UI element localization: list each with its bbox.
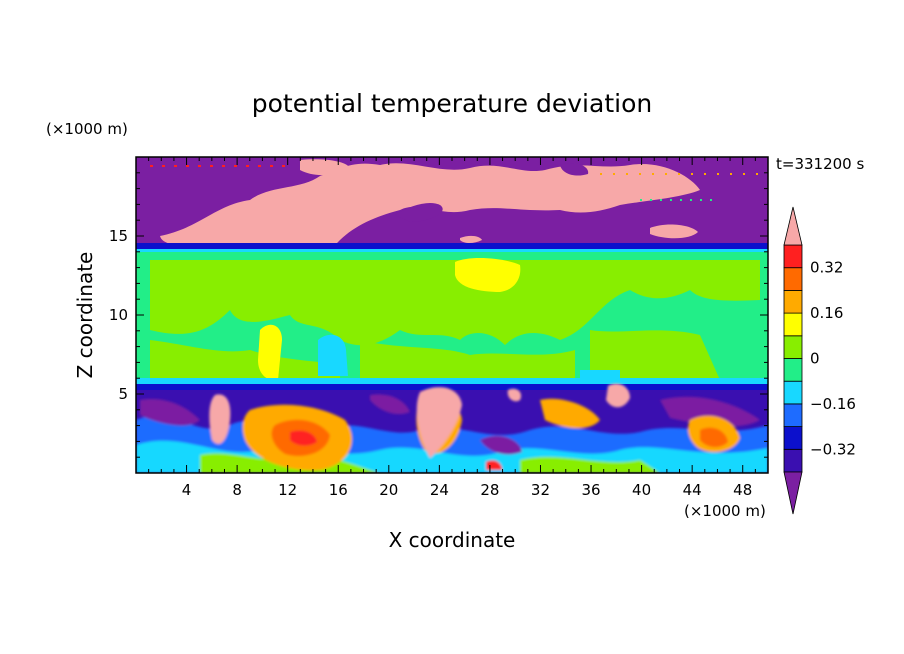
colorbar-tick-label: 0.16 bbox=[810, 304, 843, 322]
x-tick-label: 44 bbox=[683, 481, 702, 499]
field-patches-upper-dark bbox=[395, 163, 589, 222]
x-tick-label: 28 bbox=[480, 481, 499, 499]
y-unit-label: (×1000 m) bbox=[46, 120, 128, 138]
colorbar-box bbox=[783, 426, 803, 450]
colorbar-box bbox=[783, 335, 803, 359]
field-lower-dark bbox=[140, 394, 760, 455]
colorbar-tick-label: 0.32 bbox=[810, 259, 843, 277]
colorbar-box bbox=[783, 244, 803, 269]
chart-title: potential temperature deviation bbox=[252, 89, 652, 118]
x-tick-label: 12 bbox=[278, 481, 297, 499]
x-tick-label: 4 bbox=[182, 481, 192, 499]
y-tick-label: 10 bbox=[109, 306, 128, 324]
x-tick-label: 16 bbox=[329, 481, 348, 499]
colorbar-box bbox=[783, 312, 803, 337]
field-lower-pink bbox=[209, 383, 630, 458]
x-tick-label: 8 bbox=[232, 481, 242, 499]
field-patches-mid-lime bbox=[150, 260, 760, 380]
field-band-lower bbox=[136, 384, 768, 390]
field-patches-mid-cyan bbox=[318, 334, 620, 380]
y-axis-ticks: 5 10 15 bbox=[109, 172, 768, 458]
y-tick-label: 5 bbox=[118, 385, 128, 403]
colorbar-tick-label: 0 bbox=[810, 350, 820, 368]
x-unit-label: (×1000 m) bbox=[684, 502, 766, 520]
colorbar-box bbox=[783, 448, 803, 473]
y-axis-label: Z coordinate bbox=[73, 252, 97, 379]
colorbar-box bbox=[783, 289, 803, 314]
x-tick-label: 24 bbox=[430, 481, 449, 499]
x-axis-ticks: 4 8 12 16 20 24 28 32 36 40 44 48 bbox=[148, 157, 756, 499]
x-tick-label: 40 bbox=[632, 481, 651, 499]
contour-field bbox=[136, 157, 768, 473]
colorbar-box bbox=[783, 267, 803, 291]
colorbar-box bbox=[783, 358, 803, 382]
colorbar-max-triangle bbox=[783, 206, 803, 246]
x-axis-label: X coordinate bbox=[389, 528, 516, 552]
field-patches-mid-yellow bbox=[258, 258, 521, 381]
colorbar-tick-label: −0.16 bbox=[810, 395, 856, 413]
colorbar-box bbox=[783, 403, 803, 427]
x-tick-label: 20 bbox=[379, 481, 398, 499]
x-tick-label: 36 bbox=[581, 481, 600, 499]
colorbar: 0.32 0.16 0 −0.16 −0.32 bbox=[783, 206, 856, 515]
time-label: t=331200 s bbox=[776, 155, 864, 173]
colorbar-box bbox=[783, 380, 803, 405]
x-tick-label: 32 bbox=[531, 481, 550, 499]
colorbar-tick-label: −0.32 bbox=[810, 440, 856, 458]
colorbar-min-triangle bbox=[783, 471, 803, 515]
y-tick-label: 15 bbox=[109, 227, 128, 245]
field-band-dark bbox=[136, 243, 768, 249]
x-tick-label: 48 bbox=[733, 481, 752, 499]
